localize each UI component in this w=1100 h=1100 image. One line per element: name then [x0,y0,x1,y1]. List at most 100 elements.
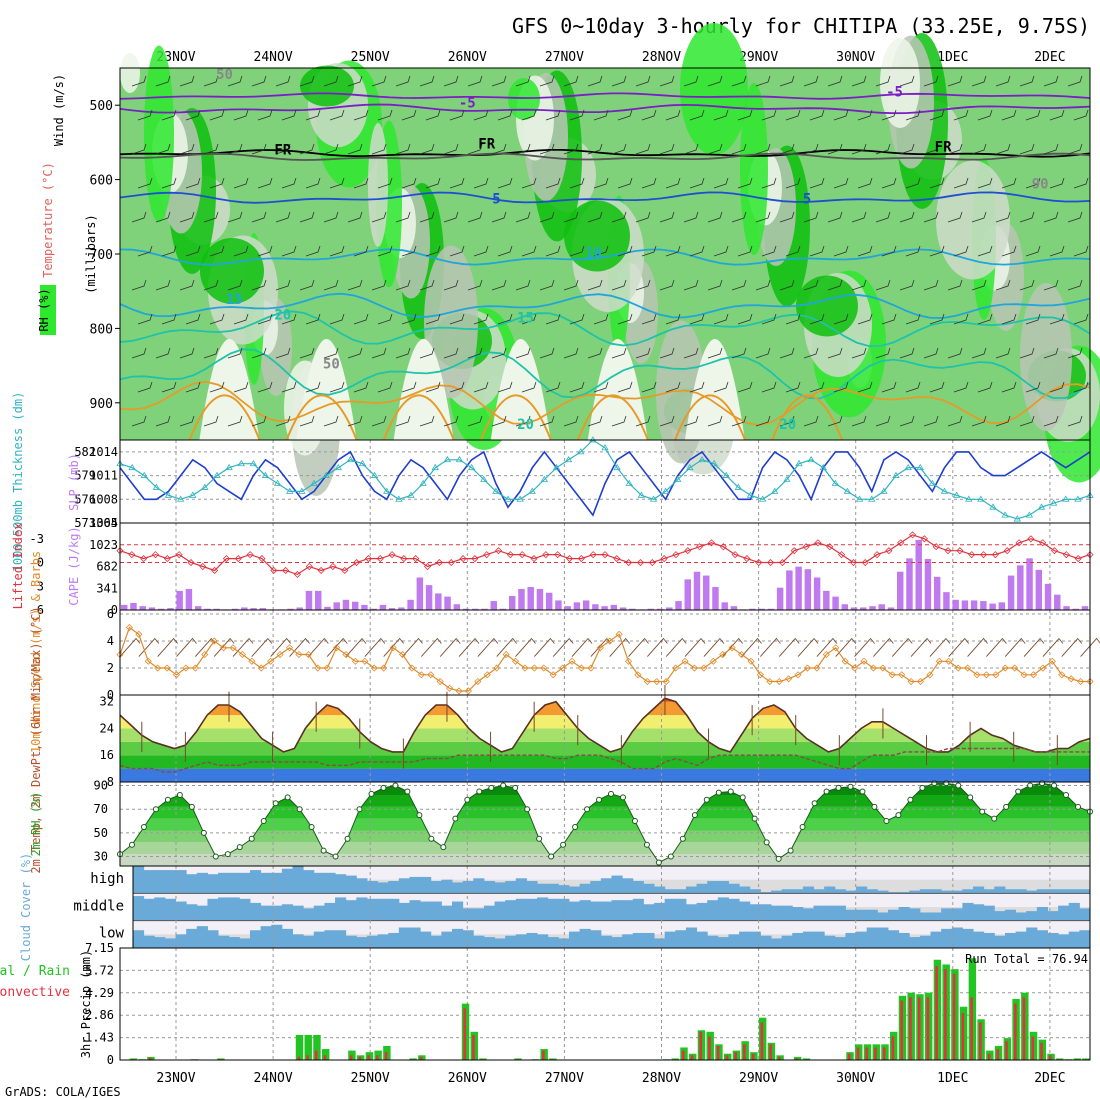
wind-barb [851,211,867,223]
warm-contour [285,394,358,441]
lifted-marker [1027,535,1035,543]
lifted-marker [282,566,290,575]
cloud-bar [568,901,581,921]
y-axis-label: 10m Wind Speed (m/s) & Barbs [29,551,43,753]
wind-barb [1025,177,1041,189]
wind-barb [731,211,747,223]
wind-barb [323,279,339,291]
wind-barb [857,177,873,189]
rh-marker [308,823,315,830]
wind-barb [515,211,531,223]
wind-barb [905,177,921,189]
rh-marker [368,790,375,797]
wind-barb [539,143,555,155]
y-tick-label: 30 [94,850,108,864]
wind-barb [833,109,849,121]
wind-barb [155,279,171,291]
lifted-marker [684,547,692,555]
rh-marker [560,841,567,848]
cape-bar [490,601,497,610]
cloud-bar [366,935,379,948]
cloud-bar [292,905,304,921]
wind-marker [813,664,821,672]
cloud-bar [537,934,549,948]
cape-bar [666,607,673,610]
cloud-bar [951,927,963,948]
cloud-bar [771,905,783,921]
cape-bar [684,579,691,610]
rh-marker [655,859,662,866]
wind-barb [1043,347,1059,359]
wind-barb [281,245,297,257]
cloud-bar [356,897,368,921]
wind-marker [587,664,595,672]
wind-barb [881,381,897,393]
wind-barb [449,109,465,121]
cloud-bar [1036,930,1048,948]
wind-barb [323,75,339,87]
cape-bar [1017,565,1024,610]
cloud-bar [143,935,155,948]
cape-bar [721,602,728,610]
wind-barb [835,637,857,657]
temperature-contour [119,380,1091,427]
wind-marker [521,664,529,672]
wind-barb [899,415,915,427]
wind-barb [635,75,651,87]
cloud-bar [845,890,857,894]
wind-barb [179,347,195,359]
wind-barb [371,143,387,155]
precip-convective-bar [1005,1041,1008,1060]
wind-marker [285,644,294,652]
wind-marker [690,664,699,672]
rh-patch [120,53,140,93]
thickness-marker [201,483,209,490]
wind-barb [611,279,627,291]
wind-barb [467,279,483,291]
wind-marker [182,664,190,672]
cloud-bar [186,904,198,921]
wind-barb [741,637,762,657]
wind-barb [731,279,747,291]
cloud-bar [164,938,177,948]
wind-barb [1025,313,1041,325]
y-axis-label: 1000-500mb Thickness (dm) [11,392,25,573]
wind-barb [203,347,219,359]
cloud-bar [834,905,846,921]
lifted-marker [293,570,302,578]
cloud-bar [409,900,421,921]
cape-bar [712,587,719,610]
cape-bar [527,587,534,610]
cape-bar [786,570,793,610]
precip-convective-bar [926,997,930,1060]
wind-barb [1001,245,1017,257]
wind-barb [563,211,579,223]
wind-barb [521,177,537,189]
rh-marker [584,806,591,813]
rh-marker [440,844,447,851]
cloud-bar [824,886,836,894]
wind-barb [1073,313,1089,325]
date-tick-bottom: 24NOV [254,1071,293,1086]
wind-barb [809,109,825,121]
cape-bar [231,608,239,610]
wind-marker [785,675,793,683]
wind-barb [659,279,675,291]
precip-convective-bar [384,1052,388,1060]
cape-bar [324,606,331,610]
cloud-bar [919,889,931,894]
lifted-marker [530,555,538,563]
wind-marker [879,664,887,672]
wind-barb [569,245,585,257]
wind-barb [353,381,369,393]
wind-barb [779,279,795,291]
wind-barb [443,143,459,155]
cloud-bar [154,897,166,921]
temperature-band [120,701,1090,716]
wind-barb [713,381,729,393]
wind-barb [161,245,177,257]
cape-bar [157,608,165,610]
rh-patch [796,275,858,337]
cloud-bar [462,930,474,948]
